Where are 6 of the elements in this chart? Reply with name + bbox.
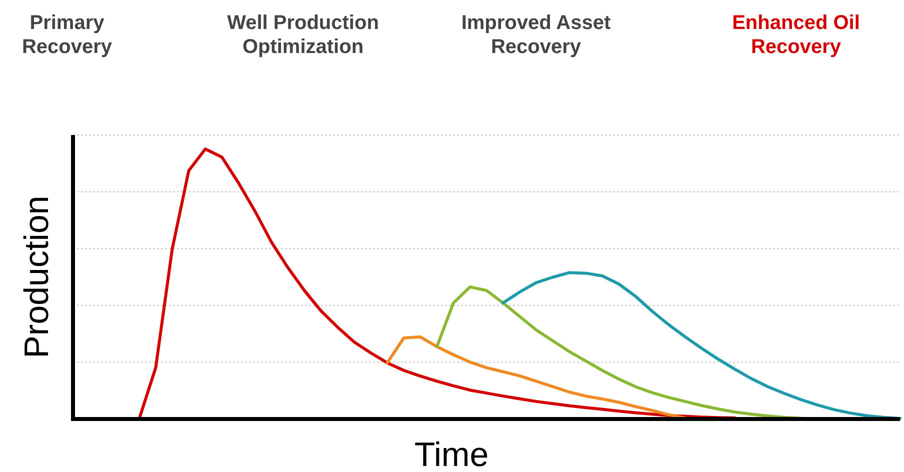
text: Enhanced Oil Recovery [732,12,860,58]
text: Well Production Optimization [227,12,379,58]
text: Improved Asset Recovery [461,12,611,58]
x-axis-title: Time [414,436,489,472]
text: Primary Recovery [22,12,113,58]
y-axis-title: Production [18,196,56,358]
